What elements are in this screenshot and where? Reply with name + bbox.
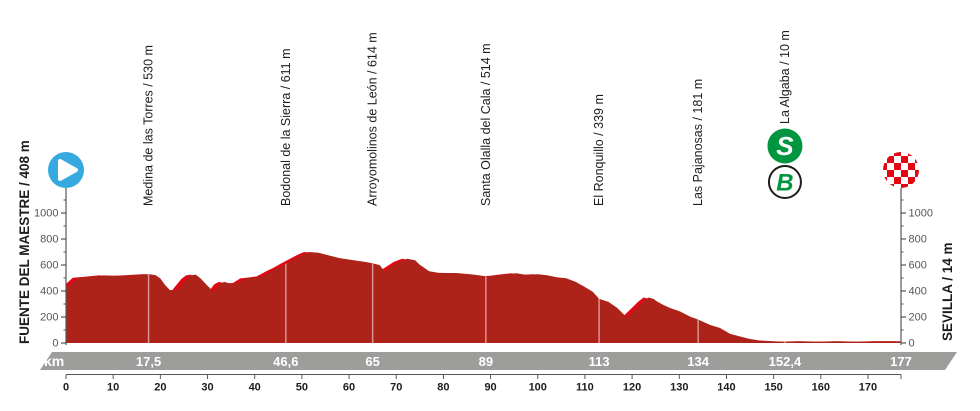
km-band-value: 113 — [589, 354, 610, 369]
start-marker — [48, 152, 84, 188]
y-tick-label: 600 — [40, 260, 58, 272]
y-tick-label: 1000 — [909, 208, 933, 220]
waypoint-label: Medina de las Torres / 530 m — [142, 45, 156, 206]
km-band-value: 152,4 — [769, 354, 802, 369]
km-band-unit-label: km — [44, 353, 64, 369]
bonus-badge-letter: B — [776, 170, 793, 197]
ruler-tick-label: 160 — [812, 382, 830, 394]
y-tick-label: 600 — [909, 260, 927, 272]
y-tick-label: 1000 — [34, 208, 58, 220]
ruler-tick-label: 100 — [529, 382, 547, 394]
km-band-value: 46,6 — [273, 354, 298, 369]
profile-elevation-area — [66, 252, 901, 343]
km-band — [40, 352, 957, 370]
y-tick-label: 200 — [40, 312, 58, 324]
km-band-value: 89 — [479, 354, 493, 369]
waypoint-label: Bodonal de la Sierra / 611 m — [279, 48, 293, 206]
bonus-badge-circle — [767, 165, 802, 199]
ruler-tick-label: 130 — [670, 382, 688, 394]
km-band-value: 65 — [365, 354, 379, 369]
y-tick-label: 0 — [52, 338, 58, 350]
ruler-tick-label: 170 — [859, 382, 877, 394]
ruler-tick-label: 70 — [390, 382, 402, 394]
start-label: FUENTE DEL MAESTRE / 408 m — [17, 140, 32, 344]
ruler-tick-label: 30 — [201, 382, 213, 394]
y-tick-label: 400 — [909, 286, 927, 298]
finish-marker — [883, 152, 919, 188]
ruler-tick-label: 90 — [484, 382, 496, 394]
km-band-value: 17,5 — [136, 354, 161, 369]
ruler-tick-label: 20 — [154, 382, 166, 394]
waypoint-label: La Algaba / 10 m — [778, 30, 792, 124]
waypoint-labels: Medina de las Torres / 530 m Bodonal de l… — [142, 30, 792, 206]
badges: SB — [767, 128, 803, 199]
km-band-value: 134 — [687, 354, 709, 369]
play-icon — [58, 159, 78, 181]
ruler-tick-label: 40 — [249, 382, 261, 394]
km-band-labels: km 17,5 46,6 65 89 113 134 152,4 177 — [44, 353, 912, 369]
ruler-tick-label: 150 — [764, 382, 782, 394]
waypoint-label: Santa Olalla del Cala / 514 m — [479, 43, 493, 206]
ruler-tick-label: 120 — [623, 382, 641, 394]
ruler-tick-label: 0 — [63, 382, 69, 394]
y-tick-label: 800 — [909, 234, 927, 246]
finish-label: SEVILLA / 14 m — [940, 242, 955, 341]
y-tick-label: 400 — [40, 286, 58, 298]
ruler-tick-label: 60 — [343, 382, 355, 394]
km-band-finish-value: 177 — [890, 354, 912, 369]
ruler-tick-label: 10 — [107, 382, 119, 394]
ruler-tick-label: 50 — [296, 382, 308, 394]
waypoint-label: Arroyomolinos de León / 614 m — [366, 32, 380, 206]
profile-area — [66, 252, 901, 343]
right-axis: 0 200 400 600 800 1000 — [900, 188, 933, 350]
sprint-badge-circle — [767, 128, 803, 164]
km-band-bg — [40, 352, 957, 370]
ruler-tick-label: 80 — [437, 382, 449, 394]
sprint-badge-letter: S — [776, 131, 794, 161]
ruler-tick-label: 110 — [576, 382, 594, 394]
y-tick-label: 800 — [40, 234, 58, 246]
waypoint-label: El Ronquillo / 339 m — [592, 94, 606, 206]
left-axis: 0 200 400 600 800 1000 — [34, 188, 67, 350]
waypoint-label: Las Pajanosas / 181 m — [691, 79, 705, 206]
finish-checkered-flag-icon — [883, 152, 919, 188]
ruler-tick-label: 140 — [717, 382, 735, 394]
y-tick-label: 200 — [909, 312, 927, 324]
km-ruler: 0 10 20 30 40 50 60 70 80 90 100 110 120 130 140 150 160… — [63, 374, 902, 394]
y-tick-label: 0 — [909, 338, 915, 350]
